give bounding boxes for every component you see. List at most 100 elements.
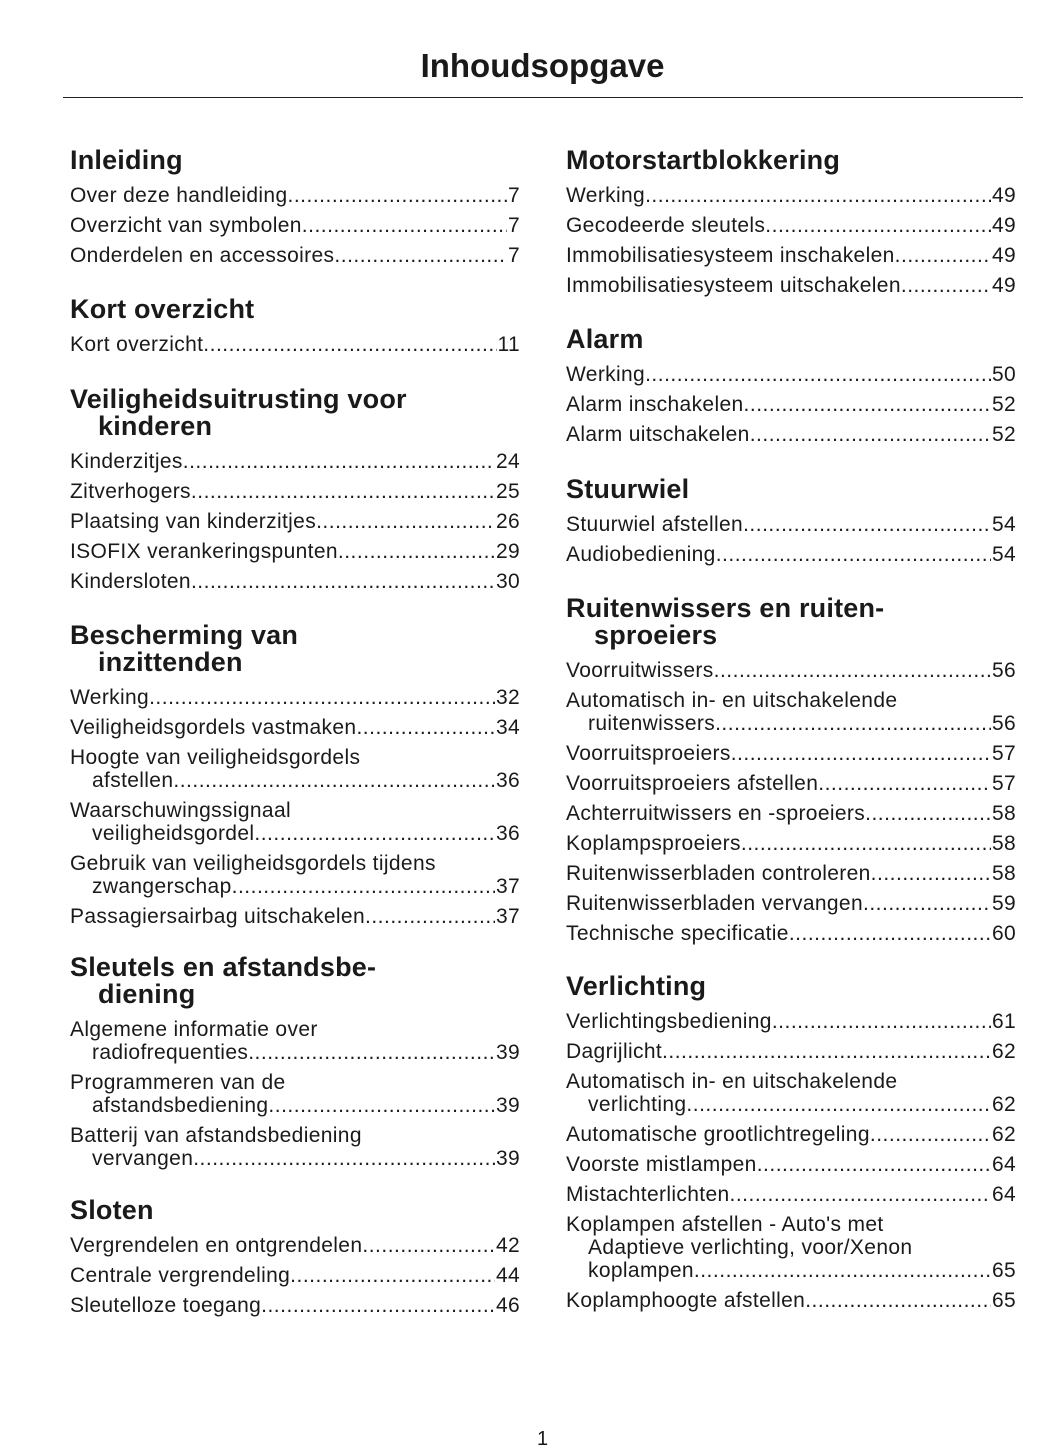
toc-entry[interactable]: Algemene informatie over radiofrequenties…: [70, 1014, 520, 1067]
toc-entry[interactable]: Onderdelen en accessoires 7: [70, 240, 520, 270]
toc-entry[interactable]: Voorste mistlampen 64: [566, 1149, 1016, 1179]
dot-leader: [715, 712, 991, 735]
toc-entry[interactable]: Immobilisatiesysteem inschakelen 49: [566, 240, 1016, 270]
toc-entry[interactable]: Dagrijlicht 62: [566, 1036, 1016, 1066]
toc-entry[interactable]: Veiligheidsgordels vastmaken 34: [70, 712, 520, 742]
toc-entry[interactable]: Achterruitwissers en -sproeiers 58: [566, 798, 1016, 828]
entry-title: Werking: [566, 183, 646, 207]
dot-leader: [789, 922, 991, 945]
toc-entry[interactable]: Gecodeerde sleutels 49: [566, 210, 1016, 240]
entry-line: Ruitenwisserbladen controleren 58: [566, 862, 1016, 885]
toc-entry[interactable]: Werking 49: [566, 180, 1016, 210]
toc-entry[interactable]: Alarm inschakelen 52: [566, 389, 1016, 419]
toc-entry[interactable]: Audiobediening 54: [566, 539, 1016, 569]
toc-entry[interactable]: Automatisch in- en uitschakelende verlich…: [566, 1066, 1016, 1119]
section-heading-line: Motorstartblokkering: [566, 145, 841, 175]
entry-page-number: 50: [991, 362, 1016, 386]
page-number: 1: [536, 1428, 549, 1450]
section-heading[interactable]: Inleiding: [70, 147, 520, 174]
entry-title: Kindersloten: [70, 569, 191, 593]
toc-entry[interactable]: Technische specificatie 60: [566, 918, 1016, 948]
toc-section: Stuurwiel Stuurwiel afstellen54Audiobedie…: [566, 476, 1016, 569]
entry-line: Dagrijlicht 62: [566, 1040, 1016, 1063]
dot-leader: [261, 1294, 495, 1317]
toc-entry[interactable]: Verlichtingsbediening 61: [566, 1006, 1016, 1036]
dot-leader: [818, 772, 991, 795]
toc-section: Verlichting Verlichtingsbediening 61 Dagrij…: [566, 973, 1016, 1315]
toc-entry[interactable]: Kindersloten 30: [70, 566, 520, 596]
toc-entry[interactable]: Plaatsing van kinderzitjes 26: [70, 506, 520, 536]
toc-entry[interactable]: Overzicht van symbolen 7: [70, 210, 520, 240]
toc-entry[interactable]: Voorruitsproeiers afstellen 57: [566, 768, 1016, 798]
toc-entry[interactable]: Over deze handleiding 7: [70, 180, 520, 210]
toc-entry[interactable]: Mistachterlichten 64: [566, 1179, 1016, 1209]
toc-entry[interactable]: Stuurwiel afstellen 54: [566, 509, 1016, 539]
entry-title: Immobilisatiesysteem uitschakelen: [566, 273, 901, 297]
toc-entry[interactable]: Immobilisatiesysteem uitschakelen 49: [566, 270, 1016, 300]
section-heading[interactable]: Sloten: [70, 1197, 520, 1224]
entry-page-number: 11: [497, 332, 520, 356]
section-heading[interactable]: Ruitenwissers en ruiten-sproeiers: [566, 595, 1016, 649]
toc-entry[interactable]: Koplamphoogte afstellen 65: [566, 1285, 1016, 1315]
entry-page-number: 7: [507, 183, 520, 207]
entry-page-number: 62: [991, 1092, 1016, 1116]
toc-section: Sloten Vergrendelen en ontgrendelen 42 Cent…: [70, 1197, 520, 1320]
toc-entry[interactable]: Vergrendelen en ontgrendelen 42: [70, 1230, 520, 1260]
entry-title: radiofrequenties: [92, 1040, 249, 1064]
section-heading[interactable]: Veiligheidsuitrusting voor kinderen: [70, 386, 520, 440]
toc-entry[interactable]: Voorruitwissers 56: [566, 655, 1016, 685]
dot-leader: [191, 570, 495, 593]
toc-entry[interactable]: Kort overzicht 11: [70, 329, 520, 359]
section-heading[interactable]: Kort overzicht: [70, 296, 520, 323]
entry-title: Dagrijlicht: [566, 1039, 663, 1063]
toc-entry[interactable]: Koplampsproeiers 58: [566, 828, 1016, 858]
toc-entry[interactable]: Passagiersairbag uitschakelen 37: [70, 901, 520, 931]
toc-entry[interactable]: Sleutelloze toegang 46: [70, 1290, 520, 1320]
entry-title: Mistachterlichten: [566, 1182, 730, 1206]
section-heading[interactable]: Motorstartblokkering: [566, 147, 1016, 174]
entry-page-number: 59: [991, 891, 1016, 915]
entry-page-number: 57: [991, 741, 1016, 765]
entry-title: vervangen: [92, 1146, 194, 1170]
section-heading-line: Verlichting: [566, 971, 707, 1001]
section-heading[interactable]: Alarm: [566, 326, 1016, 353]
entry-page-number: 58: [991, 861, 1016, 885]
entry-title: Koplamphoogte afstellen: [566, 1288, 806, 1312]
toc-entry[interactable]: Kinderzitjes 24: [70, 446, 520, 476]
toc-entry[interactable]: Ruitenwisserbladen vervangen 59: [566, 888, 1016, 918]
section-heading-line: Kort overzicht: [70, 294, 255, 324]
toc-entry[interactable]: Automatisch in- en uitschakelende ruitenw…: [566, 685, 1016, 738]
toc-entry[interactable]: Ruitenwisserbladen controleren 58: [566, 858, 1016, 888]
toc-entry[interactable]: Zitverhogers 25: [70, 476, 520, 506]
section-heading[interactable]: Verlichting: [566, 973, 1016, 1000]
entry-page-number: 36: [495, 821, 520, 845]
toc-entry[interactable]: ISOFIX verankeringspunten 29: [70, 536, 520, 566]
dot-leader: [193, 1147, 495, 1170]
section-heading-line: Sleutels en afstandsbe-: [70, 952, 377, 982]
entry-line: Vergrendelen en ontgrendelen 42: [70, 1234, 520, 1257]
toc-entry[interactable]: Voorruitsproeiers 57: [566, 738, 1016, 768]
entry-line: Sleutelloze toegang 46: [70, 1294, 520, 1317]
toc-entry[interactable]: Alarm uitschakelen 52: [566, 419, 1016, 449]
toc-entry[interactable]: Koplampen afstellen - Auto's met Adaptiev…: [566, 1209, 1016, 1285]
section-heading[interactable]: Stuurwiel: [566, 476, 1016, 503]
toc-entry[interactable]: Werking 50: [566, 359, 1016, 389]
entry-page-number: 65: [991, 1258, 1016, 1282]
dot-leader: [765, 214, 991, 237]
entry-title: Werking: [566, 362, 646, 386]
entry-title: zwangerschap: [92, 874, 232, 898]
toc-entry[interactable]: Gebruik van veiligheidsgordels tijdens zw…: [70, 848, 520, 901]
entry-page-number: 46: [495, 1293, 520, 1317]
entry-title: Immobilisatiesysteem inschakelen: [566, 243, 895, 267]
section-heading[interactable]: Sleutels en afstandsbe-diening: [70, 954, 520, 1008]
dot-leader: [290, 1264, 495, 1287]
toc-entry[interactable]: Werking 32: [70, 682, 520, 712]
section-heading[interactable]: Bescherming van inzittenden: [70, 622, 520, 676]
toc-entry[interactable]: Automatische grootlichtregeling 62: [566, 1119, 1016, 1149]
entry-page-number: 65: [991, 1288, 1016, 1312]
toc-entry[interactable]: Centrale vergrendeling 44: [70, 1260, 520, 1290]
